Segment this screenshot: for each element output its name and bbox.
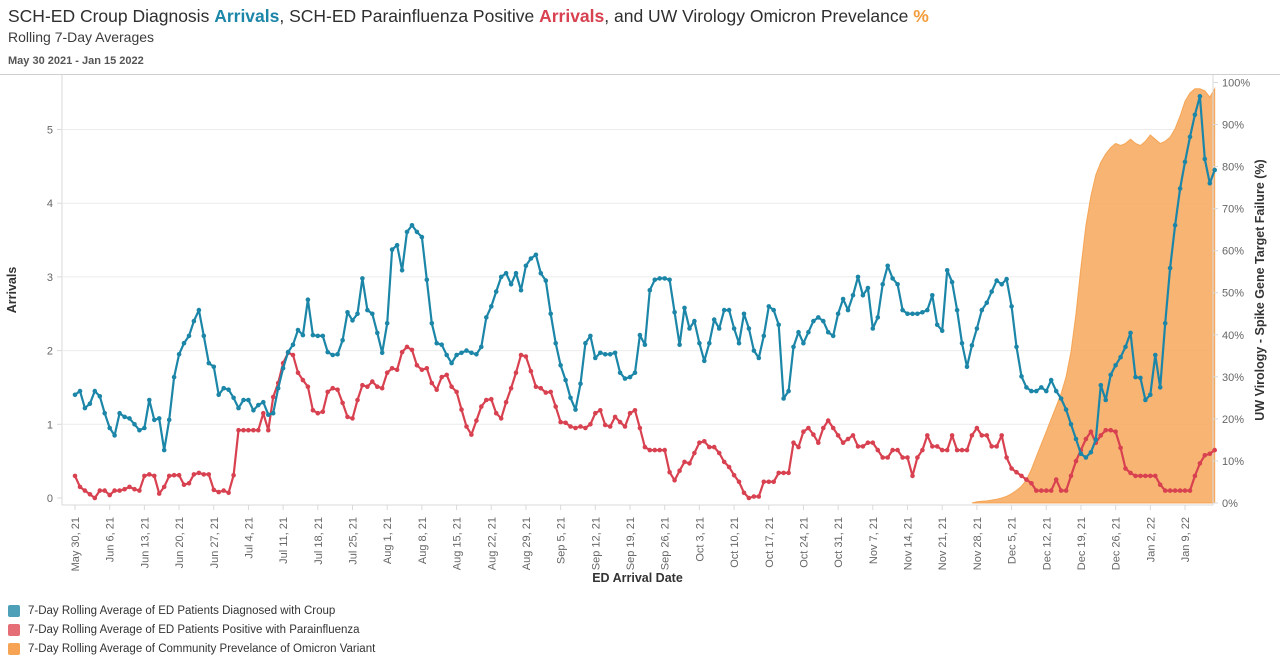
x-axis-title: ED Arrival Date bbox=[592, 571, 683, 585]
y-axis-right-title: UW Virology - Spike Gene Target Failure … bbox=[1253, 159, 1267, 420]
svg-text:Nov 21, 21: Nov 21, 21 bbox=[937, 517, 949, 570]
svg-text:Aug 8, 21: Aug 8, 21 bbox=[417, 517, 429, 564]
legend-swatch bbox=[8, 642, 20, 655]
svg-text:Sep 19, 21: Sep 19, 21 bbox=[625, 517, 637, 570]
chart-subtitle: Rolling 7-Day Averages bbox=[8, 29, 155, 45]
svg-text:Jul 25, 21: Jul 25, 21 bbox=[348, 517, 360, 565]
svg-text:Oct 3, 21: Oct 3, 21 bbox=[694, 517, 706, 562]
svg-text:Sep 5, 21: Sep 5, 21 bbox=[556, 517, 568, 564]
svg-text:Oct 17, 21: Oct 17, 21 bbox=[764, 517, 776, 568]
croup-line-series bbox=[72, 94, 1217, 460]
svg-text:2: 2 bbox=[47, 346, 53, 358]
svg-text:0%: 0% bbox=[1222, 498, 1238, 510]
svg-text:Nov 28, 21: Nov 28, 21 bbox=[972, 517, 984, 570]
svg-text:Jul 4, 21: Jul 4, 21 bbox=[243, 517, 255, 559]
svg-text:30%: 30% bbox=[1222, 372, 1244, 384]
svg-text:90%: 90% bbox=[1222, 119, 1244, 131]
svg-text:70%: 70% bbox=[1222, 204, 1244, 216]
svg-text:Jan 2, 22: Jan 2, 22 bbox=[1145, 517, 1157, 562]
svg-text:Oct 24, 21: Oct 24, 21 bbox=[798, 517, 810, 568]
title-segment: SCH-ED Croup Diagnosis bbox=[8, 6, 215, 26]
svg-text:Jun 20, 21: Jun 20, 21 bbox=[174, 517, 186, 568]
svg-text:Jun 13, 21: Jun 13, 21 bbox=[139, 517, 151, 568]
svg-text:Aug 1, 21: Aug 1, 21 bbox=[382, 517, 394, 564]
svg-text:4: 4 bbox=[47, 198, 53, 210]
svg-text:Nov 7, 21: Nov 7, 21 bbox=[868, 517, 880, 564]
svg-text:Dec 19, 21: Dec 19, 21 bbox=[1076, 517, 1088, 570]
svg-text:Aug 29, 21: Aug 29, 21 bbox=[521, 517, 533, 570]
y-axis-left-title: Arrivals bbox=[5, 267, 19, 314]
chart-legend: 7-Day Rolling Average of ED Patients Dia… bbox=[8, 601, 375, 658]
legend-item-2[interactable]: 7-Day Rolling Average of Community Preve… bbox=[8, 639, 375, 658]
legend-item-1[interactable]: 7-Day Rolling Average of ED Patients Pos… bbox=[8, 620, 375, 639]
parainfluenza-line-series bbox=[72, 344, 1217, 501]
legend-label: 7-Day Rolling Average of ED Patients Dia… bbox=[28, 604, 336, 617]
svg-text:5: 5 bbox=[47, 125, 53, 137]
svg-text:Oct 10, 21: Oct 10, 21 bbox=[729, 517, 741, 568]
title-segment-percent: % bbox=[913, 6, 929, 26]
svg-text:100%: 100% bbox=[1222, 77, 1250, 89]
legend-item-0[interactable]: 7-Day Rolling Average of ED Patients Dia… bbox=[8, 601, 375, 620]
gridlines bbox=[63, 129, 1212, 425]
legend-label: 7-Day Rolling Average of ED Patients Pos… bbox=[28, 623, 360, 636]
title-segment: , and UW Virology Omicron Prevelance bbox=[604, 6, 914, 26]
svg-text:Jun 6, 21: Jun 6, 21 bbox=[105, 517, 117, 562]
svg-text:Jan 9, 22: Jan 9, 22 bbox=[1180, 517, 1192, 562]
svg-text:Oct 31, 21: Oct 31, 21 bbox=[833, 517, 845, 568]
legend-label: 7-Day Rolling Average of Community Preve… bbox=[28, 642, 376, 655]
svg-text:60%: 60% bbox=[1222, 246, 1244, 258]
axes bbox=[61, 75, 1214, 506]
chart-header: SCH-ED Croup Diagnosis Arrivals, SCH-ED … bbox=[8, 4, 929, 67]
title-segment: , SCH-ED Parainfluenza Positive bbox=[279, 6, 540, 26]
svg-text:Dec 5, 21: Dec 5, 21 bbox=[1007, 517, 1019, 564]
title-segment-arrivals-para: Arrivals bbox=[539, 6, 605, 26]
svg-text:80%: 80% bbox=[1222, 162, 1244, 174]
svg-text:Sep 12, 21: Sep 12, 21 bbox=[590, 517, 602, 570]
svg-text:3: 3 bbox=[47, 272, 53, 284]
svg-text:Nov 14, 21: Nov 14, 21 bbox=[903, 517, 915, 570]
svg-text:Sep 26, 21: Sep 26, 21 bbox=[660, 517, 672, 570]
y-axis-right: 0% 10% 20% 30% 40% 50% 60% 70% 80% 90% 100% bbox=[1213, 77, 1250, 510]
svg-text:20%: 20% bbox=[1222, 414, 1244, 426]
svg-text:Dec 26, 21: Dec 26, 21 bbox=[1111, 517, 1123, 570]
omicron-area-series bbox=[971, 86, 1216, 504]
svg-text:1: 1 bbox=[47, 419, 53, 431]
title-segment-arrivals-croup: Arrivals bbox=[214, 6, 280, 26]
svg-text:Jul 18, 21: Jul 18, 21 bbox=[313, 517, 325, 565]
svg-text:10%: 10% bbox=[1222, 456, 1244, 468]
page-title: SCH-ED Croup Diagnosis Arrivals, SCH-ED … bbox=[8, 4, 929, 28]
legend-swatch bbox=[8, 604, 20, 617]
svg-text:Dec 12, 21: Dec 12, 21 bbox=[1041, 517, 1053, 570]
svg-text:40%: 40% bbox=[1222, 330, 1244, 342]
svg-text:Aug 22, 21: Aug 22, 21 bbox=[486, 517, 498, 570]
legend-swatch bbox=[8, 623, 20, 636]
date-range-label: May 30 2021 - Jan 15 2022 bbox=[8, 55, 144, 67]
y-axis-left: 0 1 2 3 4 5 bbox=[47, 125, 62, 505]
svg-text:0: 0 bbox=[47, 493, 53, 505]
x-axis: May 30, 21 Jun 6, 21 Jun 13, 21 Jun 20, 21 J… bbox=[70, 505, 1192, 571]
svg-text:Aug 15, 21: Aug 15, 21 bbox=[452, 517, 464, 570]
svg-text:Jun 27, 21: Jun 27, 21 bbox=[209, 517, 221, 568]
svg-text:May 30, 21: May 30, 21 bbox=[70, 517, 82, 571]
svg-text:50%: 50% bbox=[1222, 288, 1244, 300]
svg-text:Jul 11, 21: Jul 11, 21 bbox=[278, 517, 290, 564]
